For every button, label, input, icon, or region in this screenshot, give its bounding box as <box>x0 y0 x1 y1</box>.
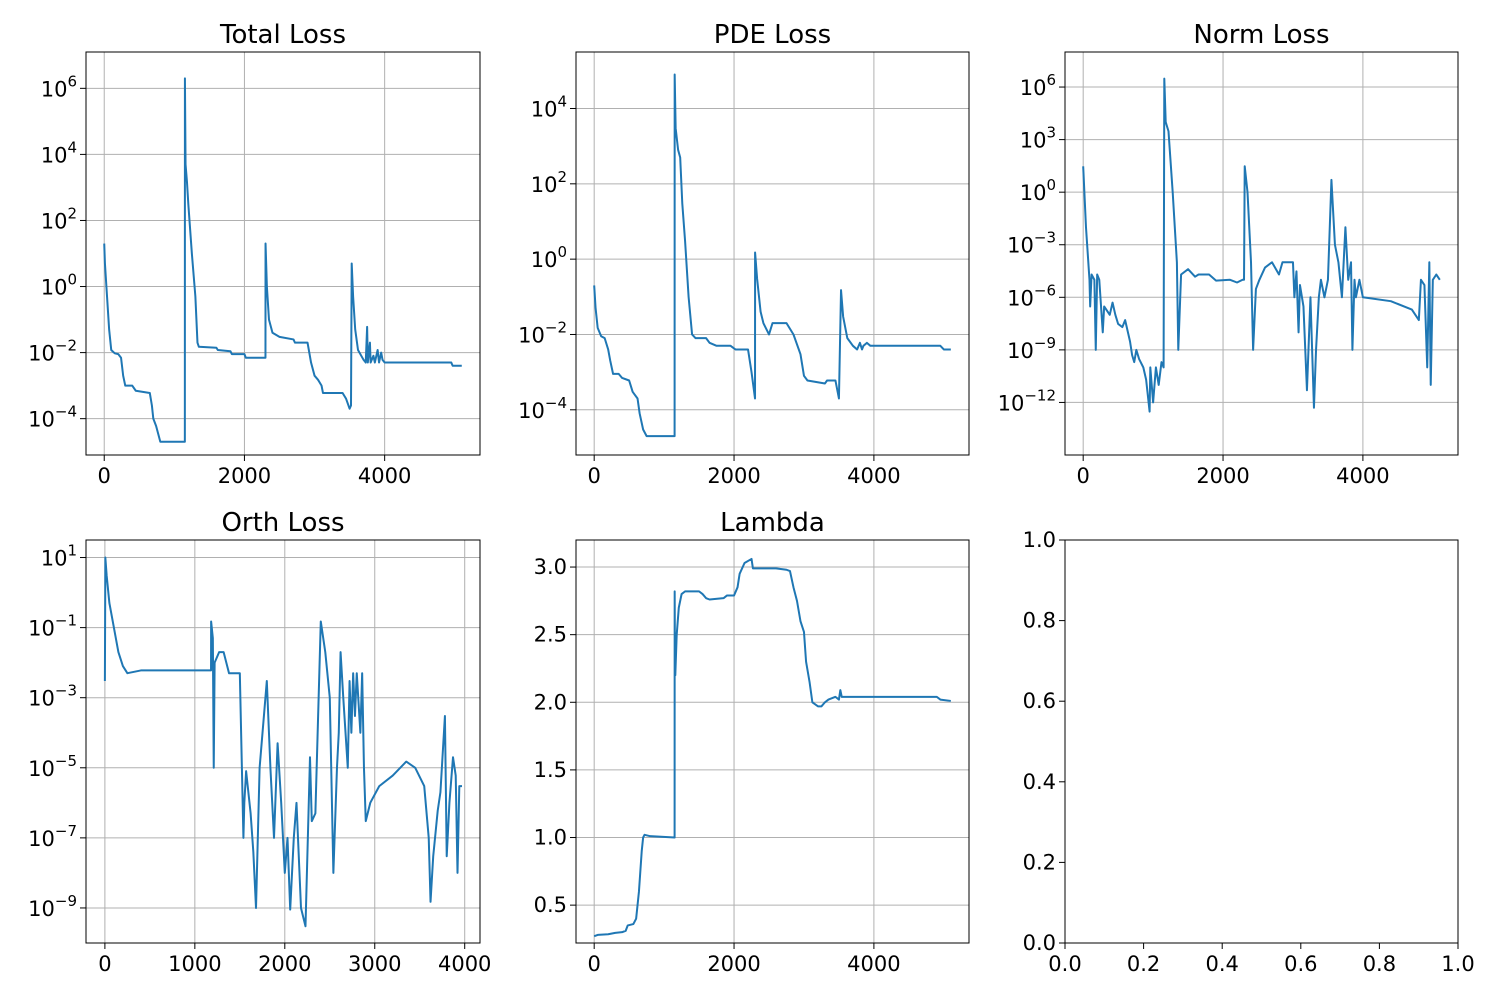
y-tick-label: 104 <box>41 138 77 167</box>
x-tick-label: 0 <box>98 464 111 488</box>
plot-frame <box>575 539 970 944</box>
y-tick-label: 103 <box>1020 124 1056 153</box>
y-tick-label: 10−6 <box>1007 281 1056 310</box>
x-tick-label: 0 <box>587 952 600 976</box>
y-tick-label: 10−4 <box>518 394 567 423</box>
y-tick-label: 10−4 <box>28 403 77 432</box>
y-tick-label: 2.0 <box>534 690 567 714</box>
y-tick-label: 3.0 <box>534 555 567 579</box>
x-tick-label: 4000 <box>1336 464 1389 488</box>
x-tick-label: 2000 <box>218 464 271 488</box>
series-line <box>103 556 463 928</box>
y-tick-label: 102 <box>531 168 567 197</box>
x-tick-label: 0 <box>98 952 111 976</box>
series-line <box>1082 77 1441 413</box>
y-tick-label: 1.0 <box>534 826 567 850</box>
x-tick-label: 4000 <box>847 952 900 976</box>
x-tick-label: 1.0 <box>1441 952 1474 976</box>
y-tick-label: 0.8 <box>1023 609 1056 633</box>
subplot-6: 0.0 0.2 0.4 0.6 0.8 1.0 0.0 0.2 0.4 0.6 0.8 1.0 <box>1023 528 1475 976</box>
y-tick-label: 10−2 <box>518 318 567 347</box>
subplot-1: 0 2000 4000 10−4 10−2 100 102 104 106 Total Loss <box>28 20 481 488</box>
y-tick-label: 101 <box>41 542 77 571</box>
x-tick-label: 0 <box>1076 464 1089 488</box>
series-line <box>103 77 462 443</box>
series-line <box>593 73 951 438</box>
y-tick-label: 100 <box>1020 176 1056 205</box>
subplot-title: Norm Loss <box>1193 20 1329 50</box>
subplot-title: Orth Loss <box>221 508 344 538</box>
x-tick-label: 0.6 <box>1284 952 1317 976</box>
subplot-5: 0 2000 4000 0.5 1.0 1.5 2.0 2.5 3.0 Lambda <box>534 508 970 976</box>
y-tick-label: 0.4 <box>1023 770 1056 794</box>
x-tick-label: 4000 <box>847 464 900 488</box>
plot-frame <box>85 539 481 944</box>
y-tick-label: 104 <box>531 92 567 121</box>
subplot-title: Total Loss <box>219 20 346 50</box>
subplot-title: PDE Loss <box>714 20 831 50</box>
y-tick-label: 10−5 <box>28 752 77 781</box>
x-tick-label: 3000 <box>348 952 401 976</box>
x-tick-label: 4000 <box>438 952 491 976</box>
plot-frame <box>1064 51 1459 456</box>
x-tick-label: 0.0 <box>1048 952 1081 976</box>
x-tick-label: 2000 <box>1196 464 1249 488</box>
y-tick-label: 1.0 <box>1023 528 1056 552</box>
y-tick-label: 1.5 <box>534 758 567 782</box>
x-tick-label: 0.8 <box>1363 952 1396 976</box>
x-tick-label: 1000 <box>168 952 221 976</box>
series-line <box>593 557 951 938</box>
y-tick-label: 10−12 <box>998 386 1056 415</box>
x-tick-label: 2000 <box>258 952 311 976</box>
y-tick-label: 0.6 <box>1023 689 1056 713</box>
y-tick-label: 0.5 <box>534 893 567 917</box>
y-tick-label: 100 <box>531 243 567 272</box>
x-tick-label: 0 <box>587 464 600 488</box>
y-tick-label: 10−2 <box>28 337 77 366</box>
y-tick-label: 10−3 <box>1007 229 1056 258</box>
x-tick-label: 0.2 <box>1127 952 1160 976</box>
subplot-title: Lambda <box>720 508 825 538</box>
y-tick-label: 100 <box>41 271 77 300</box>
y-tick-label: 10−9 <box>28 892 77 921</box>
plot-frame <box>1064 539 1459 944</box>
subplot-4: 0 1000 2000 3000 4000 10−9 10−7 10−5 10−3 10−1 101… <box>28 508 491 976</box>
y-tick-label: 0.0 <box>1023 931 1056 955</box>
x-tick-label: 4000 <box>358 464 411 488</box>
x-tick-label: 2000 <box>707 952 760 976</box>
y-tick-label: 10−7 <box>28 822 77 851</box>
y-tick-label: 106 <box>1020 71 1056 100</box>
y-tick-label: 10−3 <box>28 682 77 711</box>
subplot-3: 0 2000 4000 10−12 10−9 10−6 10−3 100 103 106 Norm … <box>998 20 1459 488</box>
y-tick-label: 102 <box>41 204 77 233</box>
plot-frame <box>575 51 970 456</box>
y-tick-label: 2.5 <box>534 623 567 647</box>
x-tick-label: 0.4 <box>1205 952 1238 976</box>
plot-frame <box>85 51 481 456</box>
y-tick-label: 10−1 <box>28 612 77 641</box>
subplot-2: 0 2000 4000 10−4 10−2 100 102 104 PDE Loss <box>518 20 970 488</box>
y-tick-label: 0.2 <box>1023 850 1056 874</box>
y-tick-label: 106 <box>41 72 77 101</box>
y-tick-label: 10−9 <box>1007 334 1056 363</box>
x-tick-label: 2000 <box>707 464 760 488</box>
